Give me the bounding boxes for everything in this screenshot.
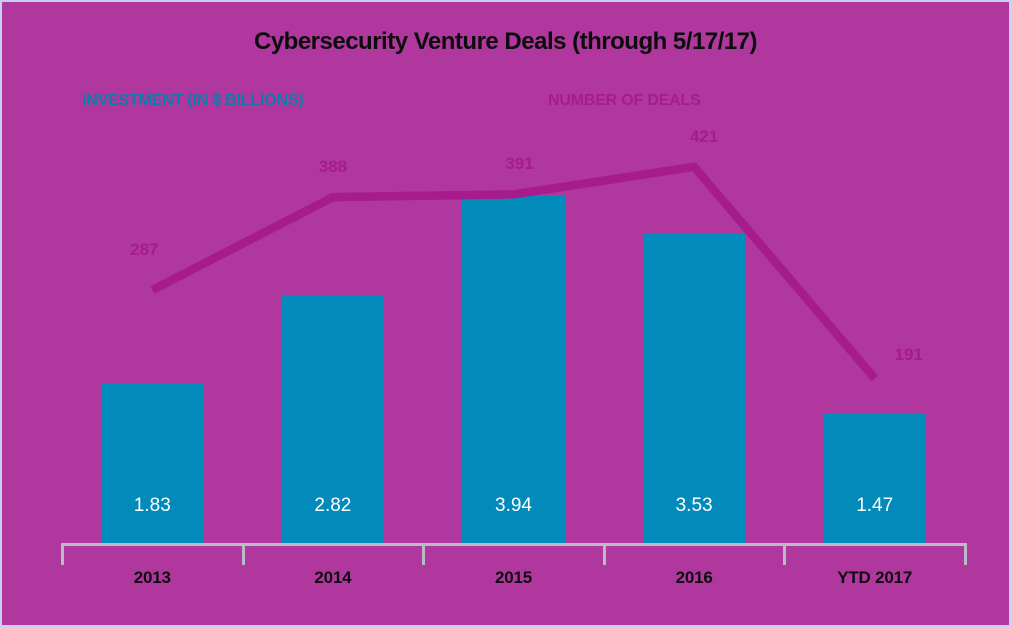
legend-investment-label: INVESTMENT (IN $ BILLIONS) (82, 92, 304, 109)
x-axis-label: 2015 (494, 568, 533, 587)
bar-value-label: 3.53 (675, 495, 713, 516)
x-axis-label: YTD 2017 (837, 568, 913, 587)
x-axis-tick (422, 543, 426, 565)
x-axis-tick (964, 543, 967, 565)
chart-bar (462, 196, 565, 544)
deals-point-label: 191 (894, 345, 923, 365)
deals-point-label: 388 (318, 157, 348, 177)
deals-point-label: 421 (689, 126, 719, 146)
bar-value-label: 2.82 (314, 495, 352, 516)
deals-point-label: 391 (505, 154, 534, 174)
x-axis-label: 2014 (314, 568, 352, 587)
deals-point-label: 287 (130, 240, 159, 260)
chart-bar (100, 382, 204, 544)
x-axis-label: 2013 (133, 568, 171, 587)
bar-value-label: 1.47 (856, 495, 894, 516)
bar-value-label: 3.94 (495, 495, 532, 516)
chart-bar (823, 414, 927, 544)
x-axis-label: 2016 (675, 568, 713, 587)
x-axis-tick (241, 543, 245, 565)
chart-title: Cybersecurity Venture Deals (through 5/1… (253, 28, 758, 55)
bar-value-label: 1.83 (133, 495, 171, 516)
x-axis-tick (783, 543, 787, 565)
x-axis-tick (602, 543, 606, 565)
x-axis-tick (61, 543, 64, 565)
legend-deals-label: NUMBER OF DEALS (548, 92, 701, 109)
x-axis-line (62, 543, 965, 546)
